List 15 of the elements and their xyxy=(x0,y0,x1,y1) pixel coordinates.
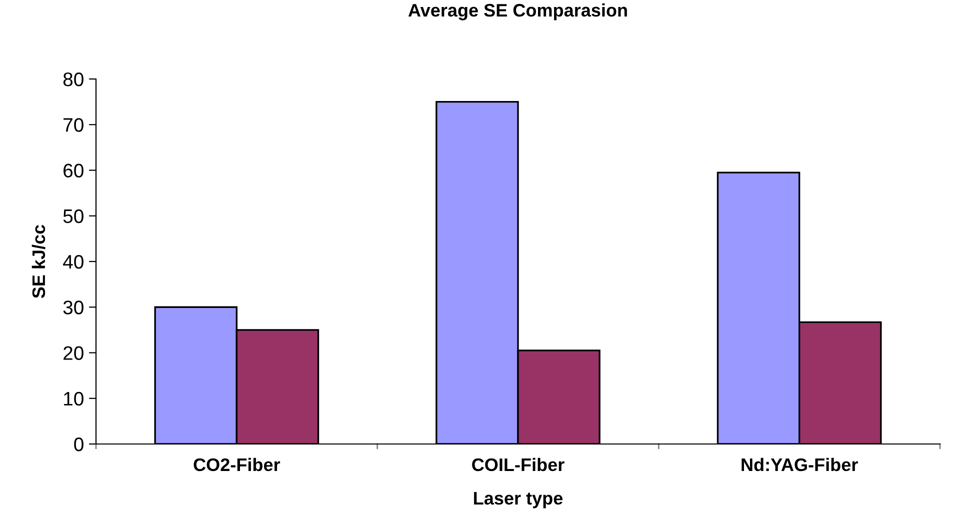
y-tick-label: 30 xyxy=(63,300,84,314)
x-tick-label: CO2-Fiber xyxy=(194,458,280,472)
y-tick-label: 70 xyxy=(64,118,84,132)
y-axis-title: SE kJ/cc xyxy=(32,224,46,298)
y-tick-label: 40 xyxy=(63,254,84,269)
x-axis-title: Laser type xyxy=(474,492,563,508)
y-tick-label: 60 xyxy=(64,164,84,178)
y-tick-label: 10 xyxy=(64,392,84,406)
y-tick-label: 80 xyxy=(63,72,84,86)
y-tick-label: 0 xyxy=(74,437,84,452)
y-tick-label: 20 xyxy=(64,346,84,360)
x-tick-label: Nd:YAG-Fiber xyxy=(742,458,858,472)
chart-title: Average SE Comparasion xyxy=(408,3,627,20)
x-tick-label: COIL-Fiber xyxy=(472,458,564,472)
y-tick-label: 50 xyxy=(63,209,84,224)
